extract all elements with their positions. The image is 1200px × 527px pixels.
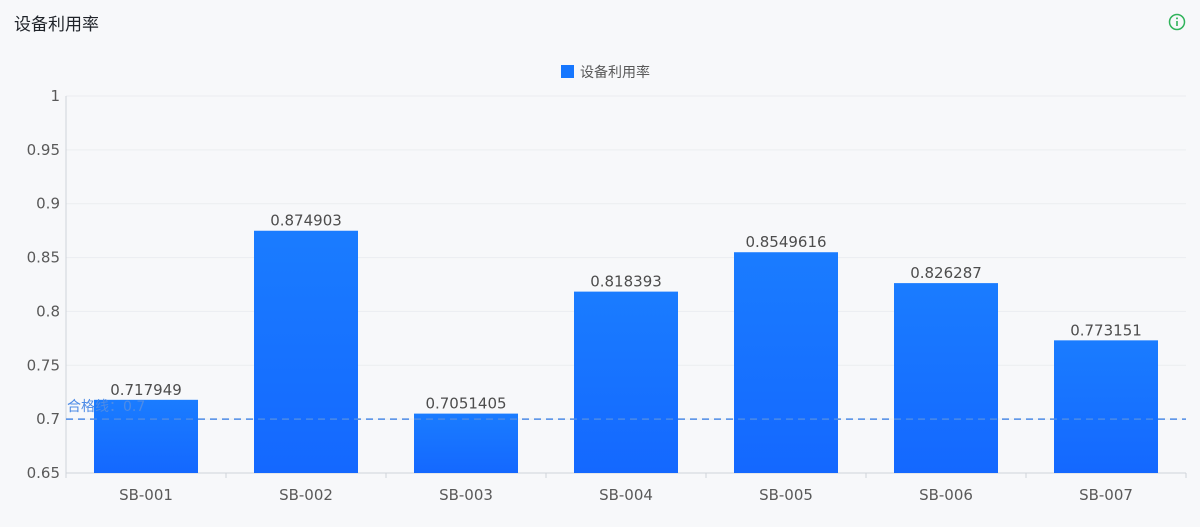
- bar-sb-002: [254, 230, 358, 473]
- y-tick-label: 0.8: [36, 302, 60, 320]
- y-tick-label: 0.9: [36, 195, 60, 213]
- y-tick-label: 0.85: [27, 249, 60, 267]
- y-tick-label: 0.75: [27, 356, 60, 374]
- bar-sb-001: [94, 399, 198, 473]
- x-tick-label: SB-005: [759, 486, 813, 504]
- x-tick-label: SB-001: [119, 486, 173, 504]
- data-label: 0.818393: [590, 273, 662, 291]
- data-label: 0.826287: [910, 264, 982, 282]
- y-tick-label: 0.7: [36, 410, 60, 428]
- x-tick-label: SB-007: [1079, 486, 1133, 504]
- data-label: 0.717949: [110, 381, 182, 399]
- legend-swatch: [561, 65, 574, 78]
- data-label: 0.7051405: [425, 395, 506, 413]
- data-label: 0.8549616: [745, 233, 826, 251]
- panel-title: 设备利用率: [14, 15, 99, 35]
- y-tick-label: 0.65: [27, 464, 60, 482]
- bar-sb-003: [414, 413, 518, 473]
- x-tick-label: SB-002: [279, 486, 333, 504]
- bar-sb-004: [574, 291, 678, 473]
- legend-label: 设备利用率: [580, 64, 650, 81]
- x-tick-label: SB-006: [919, 486, 973, 504]
- bar-sb-007: [1054, 340, 1158, 473]
- reference-line-label: 合格线：0.7: [67, 399, 145, 415]
- data-label: 0.773151: [1070, 321, 1142, 339]
- y-tick-label: 0.95: [27, 141, 60, 159]
- x-tick-label: SB-003: [439, 486, 493, 504]
- bar-sb-005: [734, 252, 838, 473]
- y-tick-label: 1: [50, 87, 60, 105]
- info-circle-icon[interactable]: [1168, 13, 1186, 31]
- x-tick-label: SB-004: [599, 486, 653, 504]
- bar-sb-006: [894, 283, 998, 473]
- data-label: 0.874903: [270, 212, 342, 230]
